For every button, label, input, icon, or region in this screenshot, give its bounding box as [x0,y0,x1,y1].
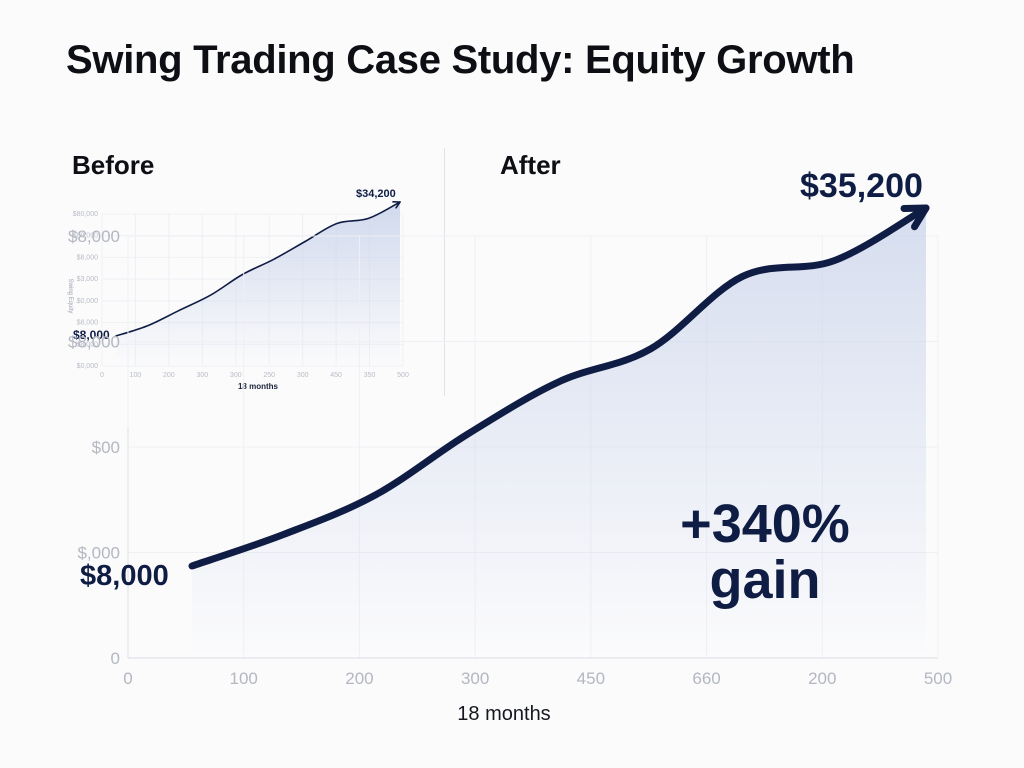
y-tick-label: $80,000 [73,233,98,240]
x-tick-label: 0 [100,372,104,379]
x-tick-label: 200 [163,372,175,379]
before-start-label: $8,000 [73,328,110,342]
x-tick-label: 100 [230,669,258,688]
y-tick-label: $8,000 [77,341,99,348]
x-tick-label: 450 [330,372,342,379]
x-tick-label: 200 [345,669,373,688]
y-tick-label: $8,000 [68,227,120,246]
page-title: Swing Trading Case Study: Equity Growth [66,38,855,82]
y-tick-label: $8,000 [77,254,99,261]
x-tick-label: 450 [577,669,605,688]
gain-word: gain [709,550,821,610]
x-tick-label: 200 [808,669,836,688]
x-tick-label: 300 [297,372,309,379]
y-tick-label: $8,000 [68,333,120,352]
y-tick-label: $3,000 [77,276,99,283]
x-tick-label: 350 [364,372,376,379]
before-arrow-head [392,201,401,209]
before-chart: $0,000$8,000$8,000$0,000$3,000$8,000$80,… [67,188,409,391]
x-tick-label: 500 [397,372,409,379]
after-chart: 0$,000$00$8,000$8,000 0 100 200 300 450 660 20… [68,167,952,725]
panel-divider [444,148,445,396]
x-tick-label: 500 [924,669,952,688]
x-tick-label: 300 [196,372,208,379]
after-start-label: $8,000 [80,560,169,592]
gain-percent: +340% [680,494,850,554]
y-tick-label: $00 [92,438,120,457]
x-tick-label: 250 [263,372,275,379]
before-area [116,202,400,366]
before-x-axis-title: 18 months [238,382,279,391]
x-tick-label: 300 [230,372,242,379]
y-tick-label: $0,000 [77,298,99,305]
y-tick-label: $8,000 [77,320,99,327]
x-tick-label: 660 [692,669,720,688]
x-tick-label: 100 [130,372,142,379]
after-panel-label: After [500,150,561,180]
y-tick-label: $0,000 [77,363,99,370]
after-x-ticks: 0 100 200 300 450 660 200 500 [123,669,952,688]
after-arrow-head [900,204,930,231]
y-tick-label: $,000 [77,544,120,563]
x-tick-label: 0 [123,669,132,688]
x-tick-label: 300 [461,669,489,688]
after-end-label: $35,200 [800,167,923,205]
after-x-axis-title: 18 months [457,703,550,725]
before-equity-line [115,201,401,337]
before-end-label: $34,200 [356,188,396,200]
before-panel-label: Before [72,150,155,180]
before-x-ticks: 0 100 200 300 300 250 300 450 350 500 [100,372,409,379]
after-equity-line [188,204,930,570]
before-y-ticks: $0,000 $8,000 $8,000 $0,000 $3,000 $8,000 $80,… [73,211,98,370]
after-area [192,208,926,658]
gain-annotation: +340% gain [640,496,890,608]
y-tick-label: $80,000 [73,211,98,218]
y-tick-label: 0 [111,649,120,668]
after-y-ticks: 0$,000$00$8,000$8,000 [68,227,120,668]
before-y-axis-title: Swing Equity [67,279,73,314]
